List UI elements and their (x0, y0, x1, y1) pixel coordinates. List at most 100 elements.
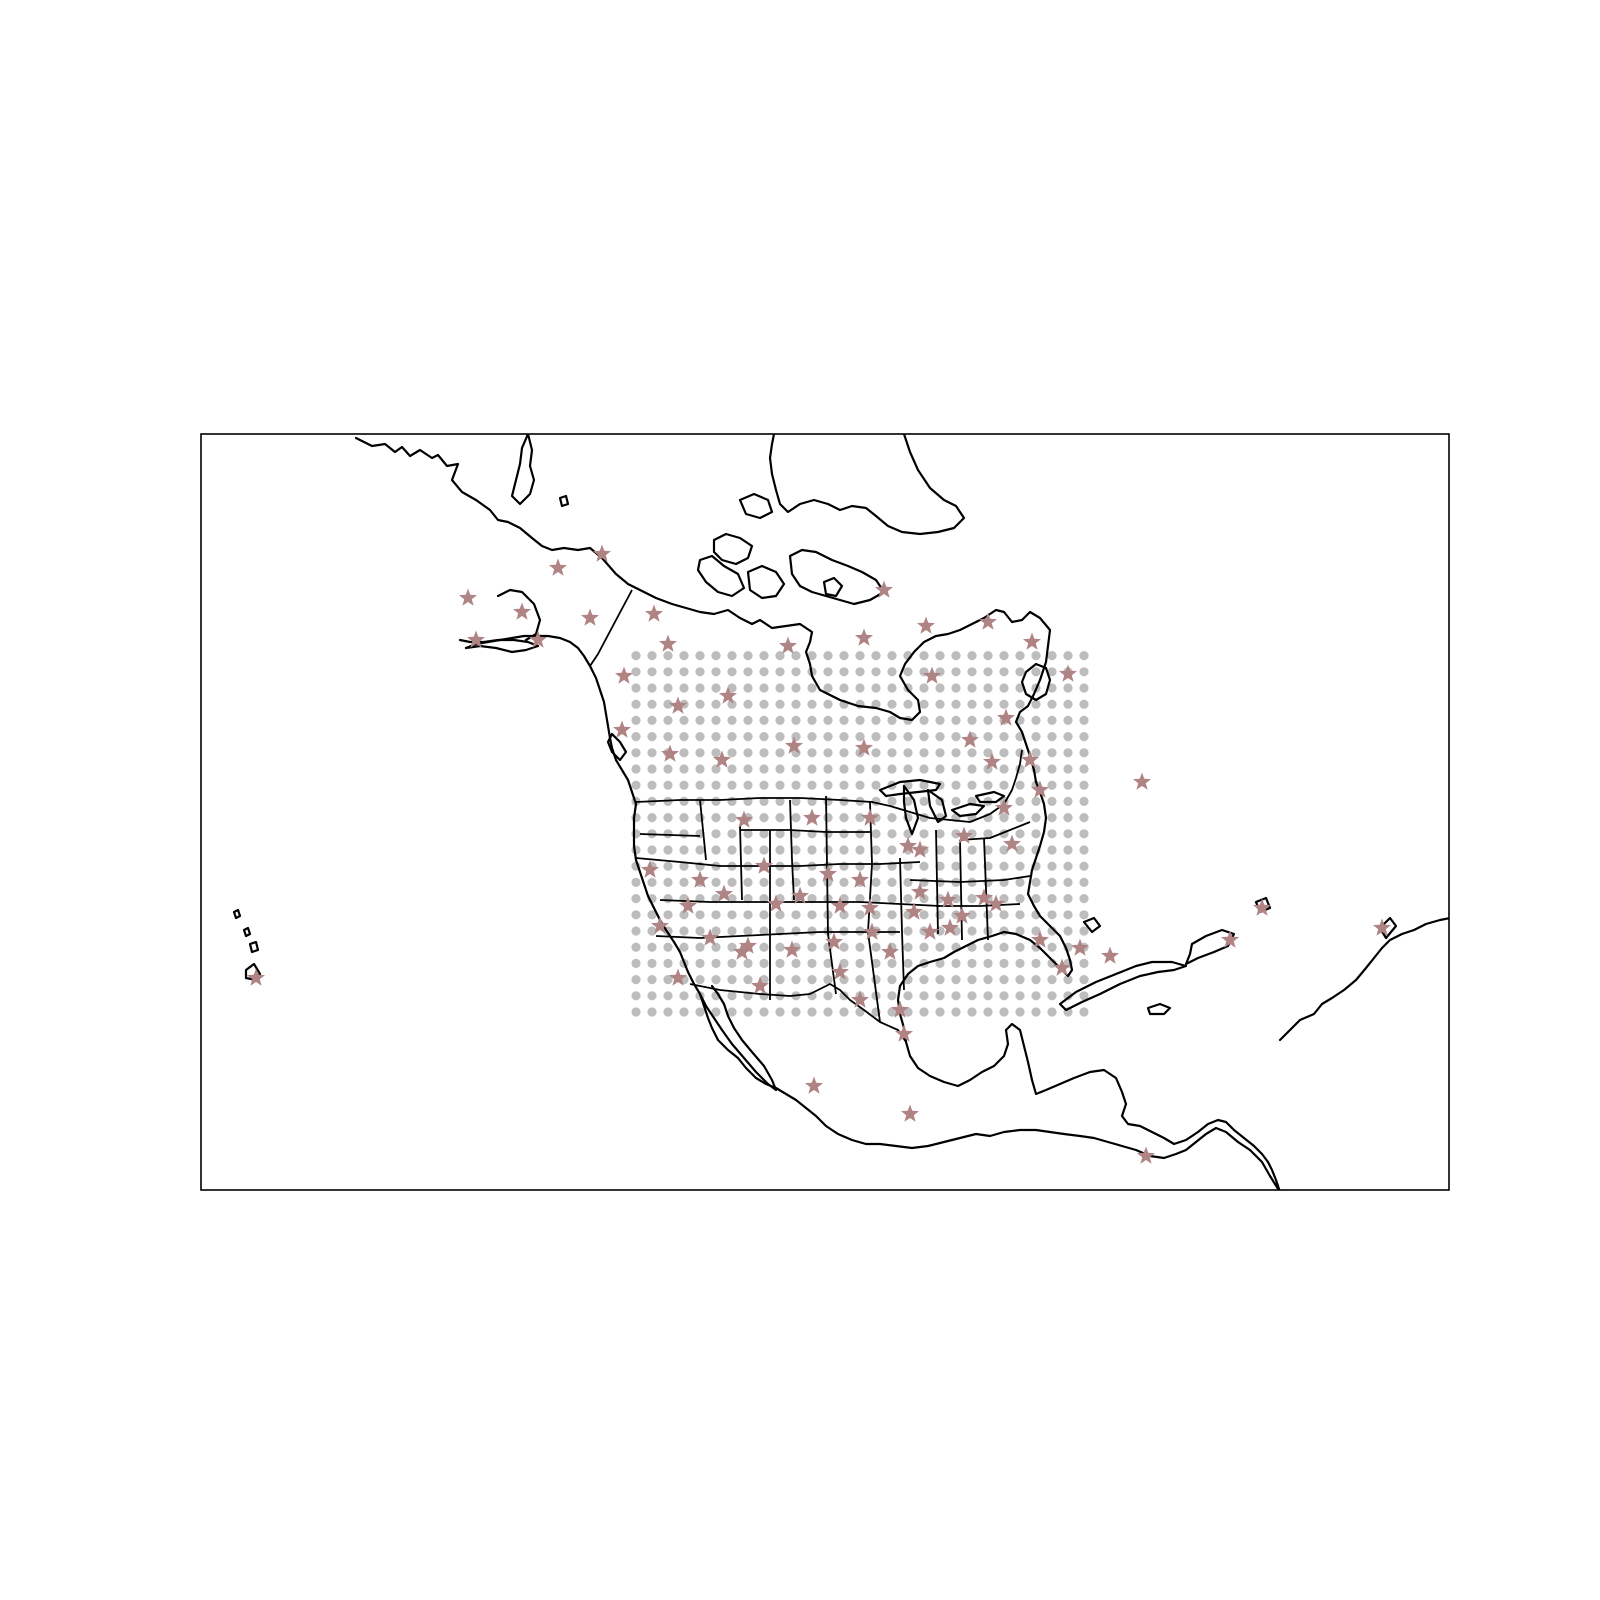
grid-point (1063, 910, 1073, 920)
grid-point (839, 764, 849, 774)
grid-point (663, 813, 673, 823)
grid-point (1079, 926, 1089, 936)
arctic-island-7 (510, 434, 536, 506)
grid-point (1079, 748, 1089, 758)
station-star (767, 894, 785, 912)
station-star (651, 916, 669, 934)
grid-point (919, 699, 929, 709)
grid-point (743, 667, 753, 677)
hawaii-oahu (242, 926, 252, 938)
grid-point (743, 1007, 753, 1017)
grid-point (631, 910, 641, 920)
grid-point (647, 715, 657, 726)
grid-point (887, 715, 897, 726)
grid-point (695, 667, 705, 677)
grid-point (679, 1007, 689, 1017)
grid-point (823, 975, 833, 985)
grid-point (935, 958, 945, 969)
grid-point (1079, 910, 1089, 920)
grid-point (711, 975, 721, 985)
grid-point (855, 732, 865, 742)
grid-point (1015, 861, 1025, 871)
cuba-coastline (1058, 960, 1188, 1012)
baffin-island-coastline (788, 548, 886, 606)
grid-point (1047, 748, 1057, 758)
grid-point (679, 991, 689, 1001)
grid-point (967, 910, 977, 920)
grid-point (823, 796, 833, 807)
grid-point (759, 958, 769, 969)
grid-point (951, 780, 961, 790)
station-star (899, 836, 917, 854)
grid-point (823, 991, 833, 1001)
grid-point (999, 764, 1009, 774)
grid-point (727, 715, 737, 726)
station-star (803, 808, 821, 826)
grid-point (1047, 732, 1057, 742)
grid-point (695, 683, 705, 693)
grid-point (647, 651, 657, 661)
grid-point (935, 699, 945, 709)
station-star (1023, 632, 1041, 650)
grid-point (679, 764, 689, 774)
grid-point (919, 975, 929, 985)
grid-point (807, 732, 817, 742)
station-star (861, 898, 879, 916)
station-star (1071, 938, 1089, 956)
grid-point (967, 926, 977, 936)
grid-point (887, 764, 897, 774)
grid-point (1079, 877, 1089, 888)
grid-point (1063, 813, 1073, 823)
grid-point (1047, 975, 1057, 985)
grid-point (663, 910, 673, 920)
station-star (459, 588, 477, 606)
grid-point (1047, 894, 1057, 904)
grid-point (743, 715, 753, 726)
station-star (1133, 772, 1151, 790)
grid-point (919, 861, 929, 871)
grid-point (711, 813, 721, 823)
grid-point (951, 991, 961, 1001)
grid-point (855, 894, 865, 904)
grid-point (887, 845, 897, 855)
grid-point (871, 651, 881, 661)
station-star (961, 730, 979, 748)
grid-point (791, 699, 801, 709)
grid-point (935, 732, 945, 742)
grid-point (727, 780, 737, 790)
grid-point (999, 699, 1009, 709)
grid-point (951, 958, 961, 969)
grid-point (967, 861, 977, 871)
grid-point (647, 958, 657, 969)
grid-point (727, 813, 737, 823)
grid-point (1063, 699, 1073, 709)
station-star (659, 634, 677, 652)
station-star (863, 922, 881, 940)
station-star (1031, 780, 1049, 798)
grid-point (1031, 699, 1041, 709)
grid-point (887, 926, 897, 936)
grid-point (871, 699, 881, 709)
grid-point (1063, 829, 1073, 839)
grid-point (711, 877, 721, 888)
grid-point (1047, 942, 1057, 952)
grid-point (711, 942, 721, 952)
grid-point (743, 732, 753, 742)
grid-point (727, 1007, 737, 1017)
grid-point (775, 732, 785, 742)
grid-point (695, 975, 705, 985)
grid-point (663, 667, 673, 677)
grid-point (1031, 991, 1041, 1001)
grid-point (1031, 1007, 1041, 1017)
grid-point (647, 732, 657, 742)
grid-point (679, 780, 689, 790)
grid-point (727, 910, 737, 920)
grid-point (1015, 958, 1025, 969)
grid-point (967, 683, 977, 693)
station-star (701, 928, 719, 946)
station-star (997, 708, 1015, 726)
grid-point (1015, 813, 1025, 823)
grid-point (759, 732, 769, 742)
grid-point (839, 845, 849, 855)
station-star (831, 962, 849, 980)
